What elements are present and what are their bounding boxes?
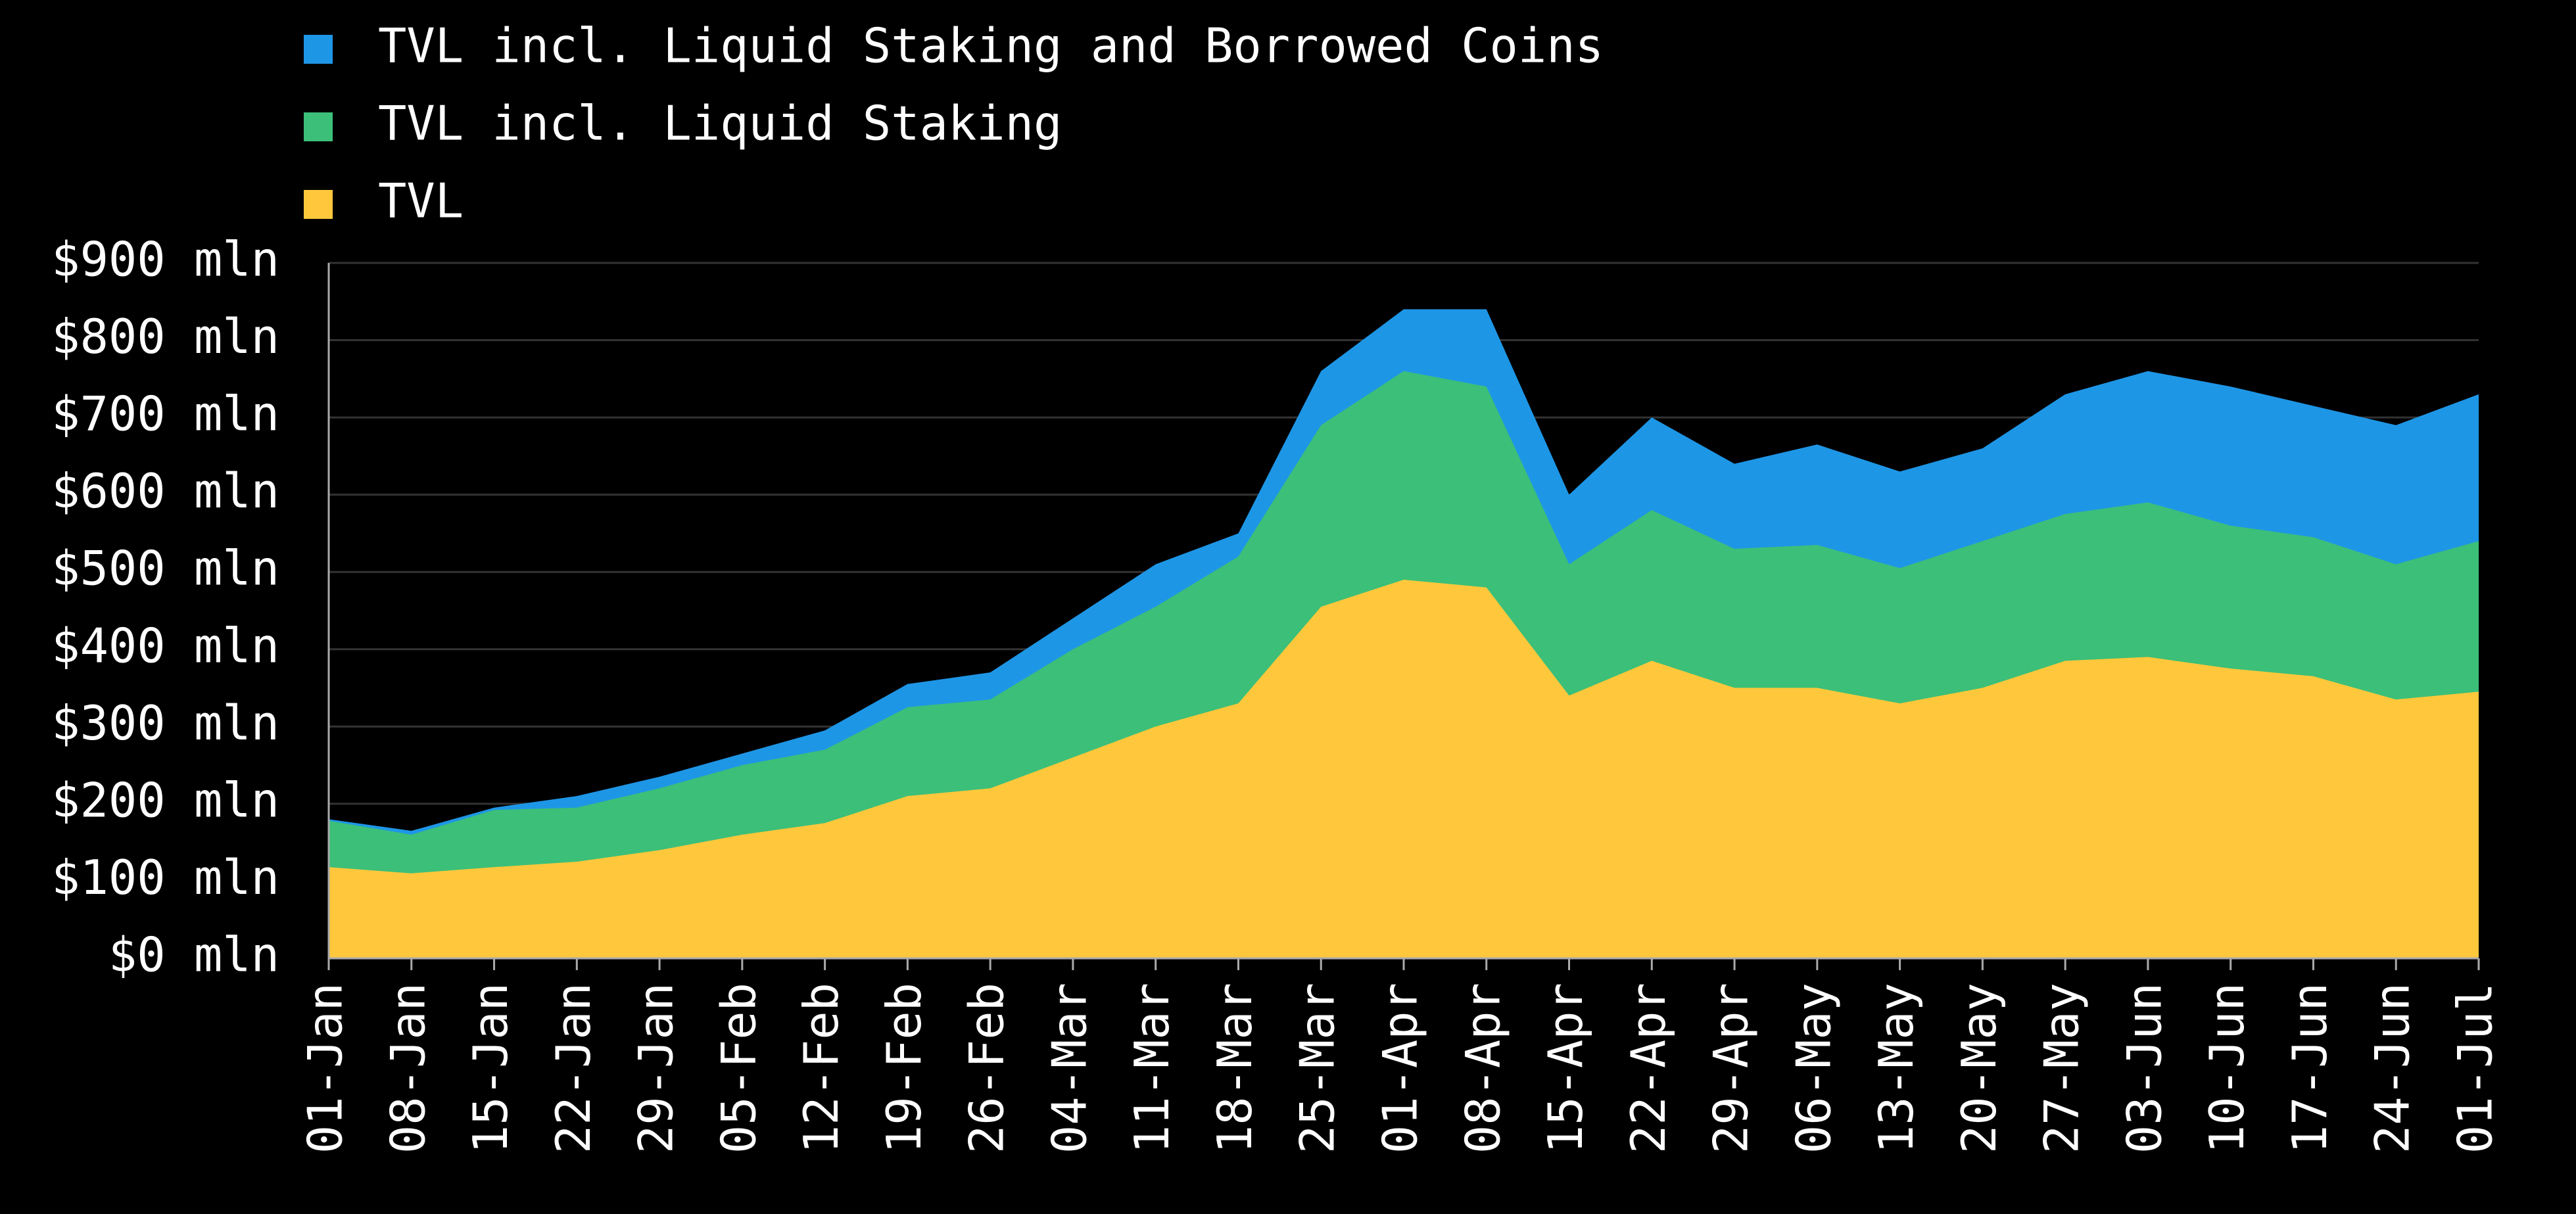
x-tick-label: 05-Feb — [711, 983, 766, 1154]
x-tick-label: 10-Jun — [2199, 983, 2254, 1154]
x-tick-label: 29-Jan — [629, 983, 684, 1154]
x-tick-label: 04-Mar — [1041, 983, 1097, 1154]
legend-swatch — [304, 35, 333, 64]
x-tick-label: 01-Jan — [298, 983, 353, 1154]
x-tick-label: 01-Apr — [1373, 983, 1428, 1154]
y-tick-label: $100 mln — [51, 850, 279, 905]
x-tick-label: 19-Feb — [876, 983, 932, 1154]
x-tick-label: 11-Mar — [1124, 983, 1180, 1154]
legend-label: TVL incl. Liquid Staking — [378, 96, 1062, 151]
y-tick-label: $300 mln — [51, 695, 279, 751]
x-tick-label: 26-Feb — [959, 983, 1014, 1154]
legend-label: TVL incl. Liquid Staking and Borrowed Co… — [378, 18, 1604, 74]
y-tick-label: $700 mln — [51, 386, 279, 442]
y-tick-label: $800 mln — [51, 309, 279, 364]
x-tick-label: 01-Jul — [2448, 983, 2503, 1154]
x-tick-label: 18-Mar — [1207, 983, 1262, 1154]
y-tick-label: $200 mln — [51, 772, 279, 828]
y-tick-label: $900 mln — [51, 232, 279, 287]
x-tick-label: 03-Jun — [2116, 983, 2172, 1154]
y-tick-label: $400 mln — [51, 618, 279, 673]
area — [329, 579, 2479, 958]
x-tick-label: 27-May — [2034, 983, 2089, 1154]
x-tick-label: 20-May — [1951, 983, 2007, 1154]
x-tick-label: 06-May — [1786, 983, 1841, 1154]
y-tick-label: $0 mln — [108, 927, 279, 983]
y-tick-label: $500 mln — [51, 541, 279, 596]
legend-label: TVL — [378, 174, 464, 229]
x-tick-label: 25-Mar — [1290, 983, 1345, 1154]
x-tick-label: 15-Jan — [463, 983, 518, 1154]
x-tick-label: 29-Apr — [1704, 983, 1759, 1154]
x-tick-label: 22-Apr — [1621, 983, 1676, 1154]
x-tick-label: 12-Feb — [794, 983, 849, 1154]
y-tick-label: $600 mln — [51, 463, 279, 519]
x-tick-label: 24-Jun — [2365, 983, 2420, 1154]
x-tick-label: 13-May — [1869, 983, 1924, 1154]
legend-swatch — [304, 190, 333, 219]
legend-swatch — [304, 112, 333, 141]
x-tick-label: 08-Jan — [380, 983, 435, 1154]
x-tick-label: 15-Apr — [1538, 983, 1593, 1154]
x-tick-label: 08-Apr — [1455, 983, 1510, 1154]
x-tick-label: 17-Jun — [2282, 983, 2337, 1154]
x-tick-label: 22-Jan — [546, 983, 601, 1154]
